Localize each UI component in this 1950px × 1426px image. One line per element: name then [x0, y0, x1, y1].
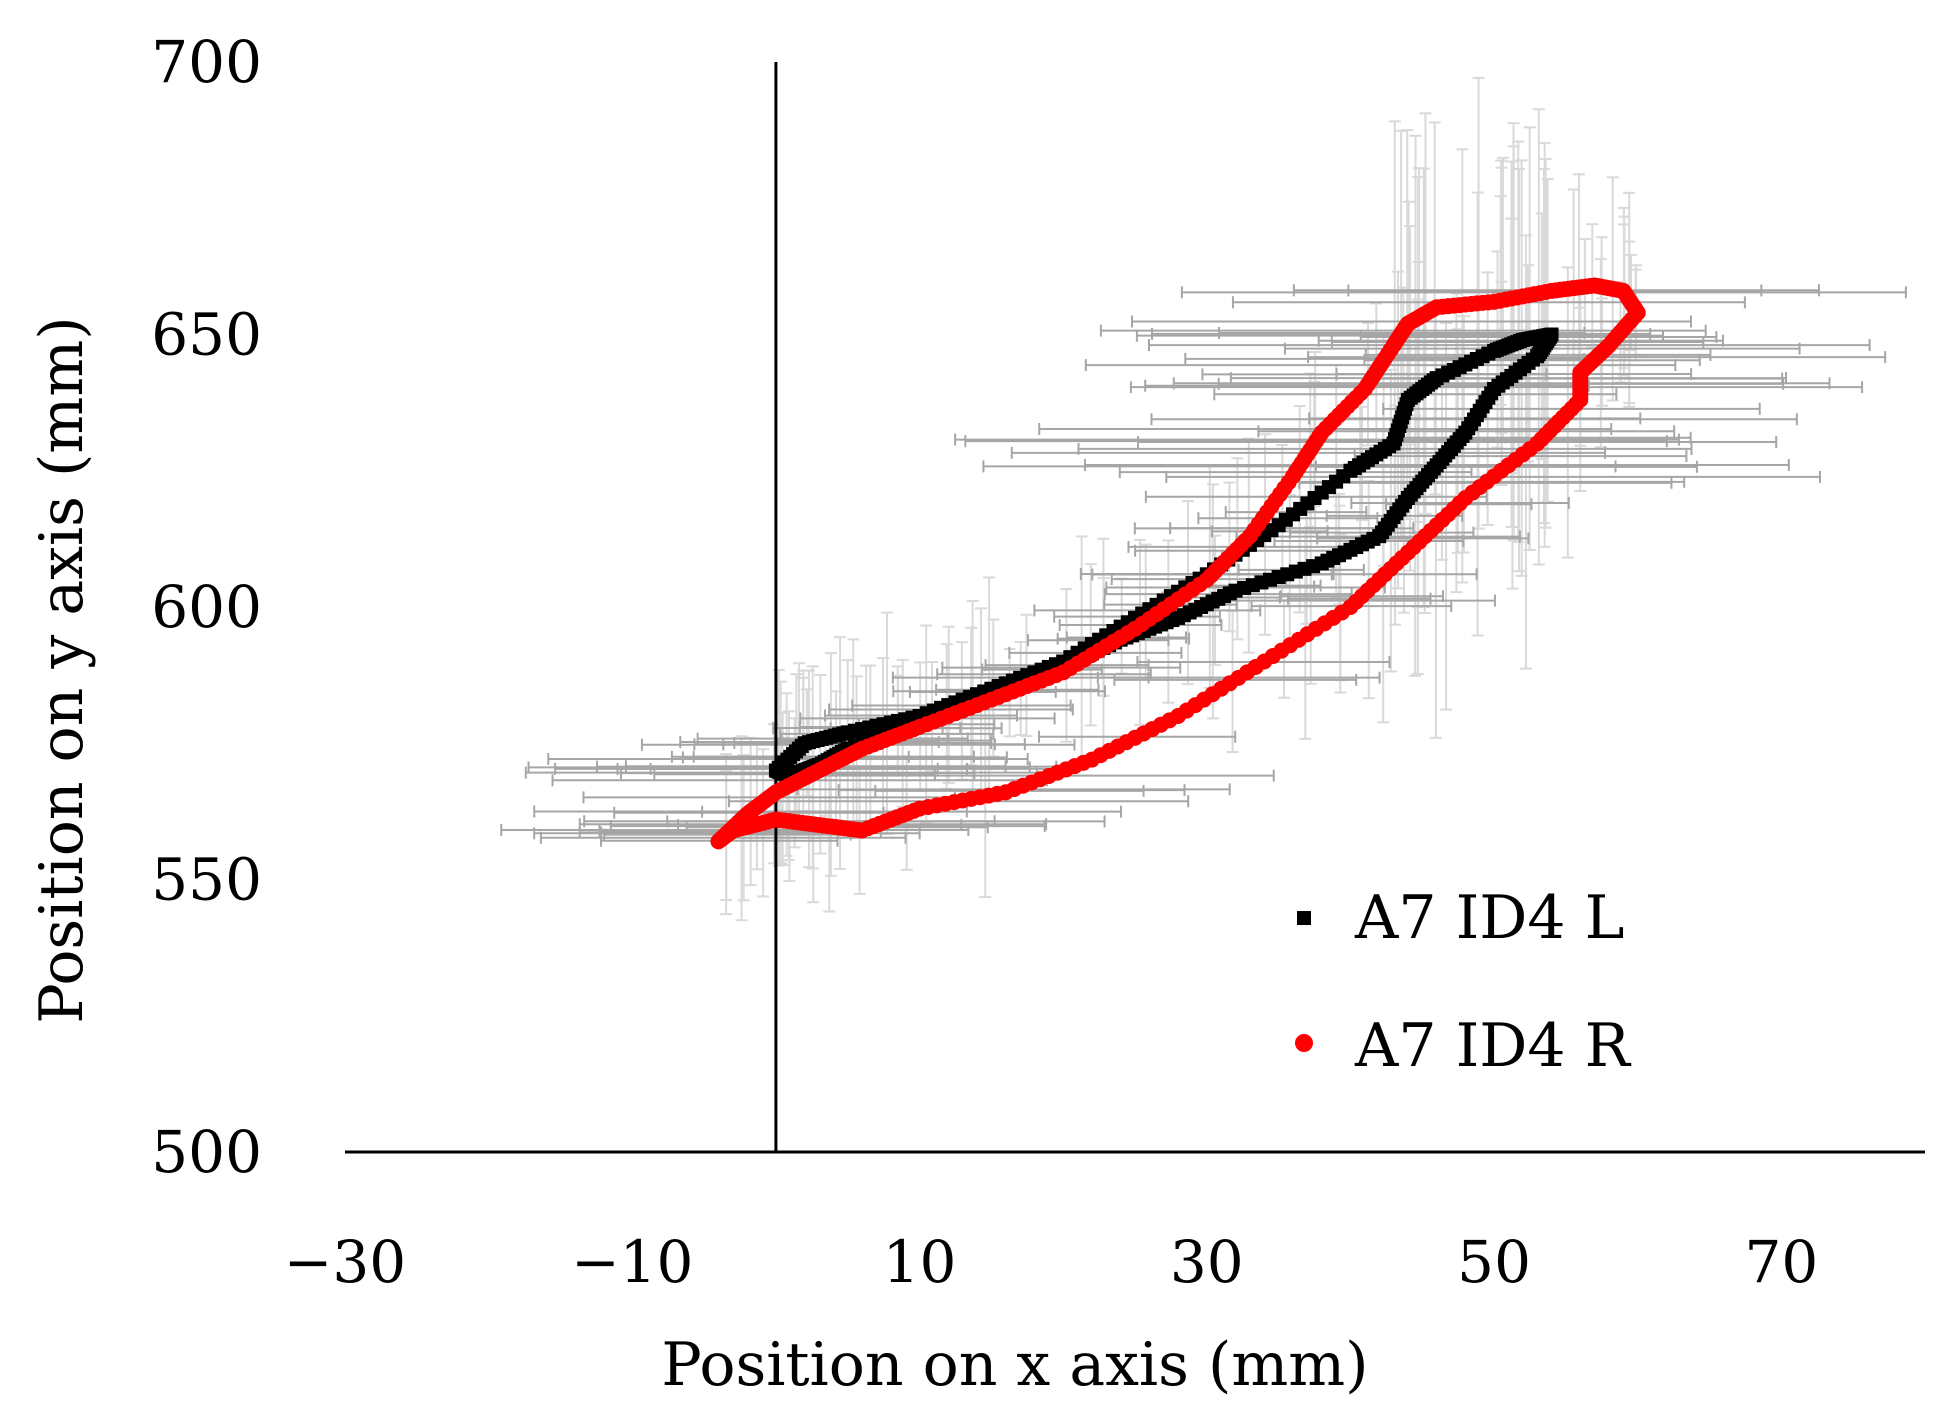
legend-marker-left — [1297, 911, 1311, 925]
tick-labels: −30 −10 10 30 50 70 500 550 600 650 700 — [151, 28, 1818, 1296]
y-tick-label: 700 — [151, 28, 262, 96]
error-bars — [500, 76, 1907, 922]
y-axis-title: Position on y axis (mm) — [27, 316, 97, 1023]
x-tick-label: 10 — [883, 1228, 957, 1296]
legend-item-right: A7 ID4 R — [1295, 1011, 1632, 1081]
x-tick-label: 70 — [1744, 1228, 1818, 1296]
data-point — [770, 764, 785, 779]
y-tick-label: 650 — [151, 301, 262, 369]
series-layer — [710, 277, 1646, 850]
x-tick-label: 30 — [1170, 1228, 1244, 1296]
legend-item-left: A7 ID4 L — [1297, 883, 1624, 953]
y-tick-label: 550 — [151, 846, 262, 914]
x-axis-title: Position on x axis (mm) — [661, 1330, 1368, 1400]
legend-label-left: A7 ID4 L — [1354, 883, 1624, 953]
axes — [345, 62, 1925, 1154]
data-point — [711, 832, 728, 849]
x-tick-label: −10 — [571, 1228, 693, 1296]
x-tick-label: 50 — [1457, 1228, 1531, 1296]
legend-marker-right — [1295, 1034, 1313, 1052]
y-tick-label: 600 — [151, 573, 262, 641]
x-tick-label: −30 — [284, 1228, 406, 1296]
legend-label-right: A7 ID4 R — [1354, 1011, 1632, 1081]
legend: A7 ID4 L A7 ID4 R — [1295, 883, 1632, 1081]
series-right — [710, 277, 1646, 850]
y-tick-label: 500 — [151, 1118, 262, 1186]
